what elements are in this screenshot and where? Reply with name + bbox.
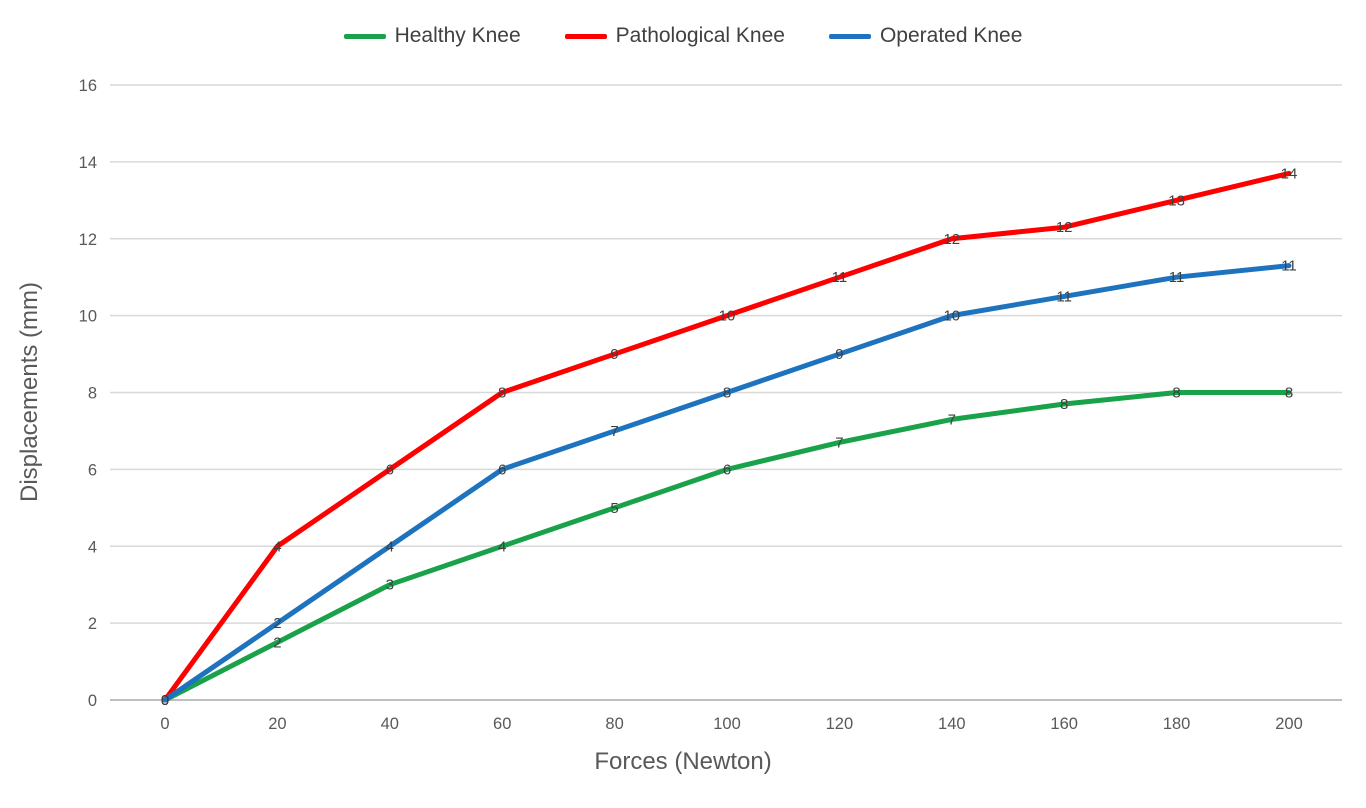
data-label-pathological-knee-x40: 6 (386, 461, 394, 478)
y-tick-label-4: 4 (88, 538, 97, 556)
data-label-operated-knee-x140: 10 (943, 308, 960, 325)
x-tick-label-40: 40 (381, 715, 399, 733)
data-label-pathological-knee-x120: 11 (832, 269, 848, 286)
x-tick-label-160: 160 (1050, 715, 1078, 733)
data-label-healthy-knee-x40: 3 (386, 577, 394, 594)
data-label-pathological-knee-x0: 0 (161, 692, 169, 709)
data-label-healthy-knee-x60: 4 (498, 538, 506, 555)
legend-item-healthy-knee[interactable]: Healthy Knee (343, 24, 521, 48)
data-label-pathological-knee-x200: 14 (1281, 165, 1298, 182)
data-label-pathological-knee-x100: 10 (719, 308, 736, 325)
data-label-healthy-knee-x100: 6 (723, 461, 731, 478)
legend-label-pathological-knee: Pathological Knee (615, 24, 785, 47)
y-tick-label-2: 2 (88, 615, 97, 633)
legend-item-pathological-knee[interactable]: Pathological Knee (564, 24, 785, 48)
x-tick-label-200: 200 (1275, 715, 1303, 733)
data-label-pathological-knee-x140: 12 (943, 231, 960, 248)
data-label-operated-knee-x180: 11 (1169, 269, 1185, 286)
x-tick-label-80: 80 (605, 715, 623, 733)
legend-swatch-operated-knee (828, 33, 871, 39)
y-tick-label-16: 16 (79, 77, 97, 95)
data-label-operated-knee-x60: 6 (498, 461, 506, 478)
data-label-healthy-knee-x120: 7 (835, 434, 843, 451)
series-line-pathological-knee[interactable] (162, 170, 1292, 703)
data-label-healthy-knee-x0: 0 (161, 692, 169, 709)
data-label-healthy-knee-x20: 2 (273, 634, 281, 651)
series-lines (162, 170, 1292, 703)
data-label-operated-knee-x0: 0 (161, 692, 169, 709)
data-label-healthy-knee-x160: 8 (1060, 396, 1068, 413)
data-label-operated-knee-x20: 2 (273, 615, 281, 632)
data-label-operated-knee-x80: 7 (610, 423, 618, 440)
series-line-healthy-knee[interactable] (162, 390, 1292, 703)
y-tick-label-12: 12 (79, 231, 97, 249)
legend-swatch-healthy-knee (343, 33, 386, 39)
y-tick-label-6: 6 (88, 461, 97, 479)
x-tick-label-20: 20 (268, 715, 286, 733)
y-tick-label-14: 14 (79, 154, 97, 172)
legend-label-healthy-knee: Healthy Knee (394, 24, 521, 47)
data-label-healthy-knee-x200: 8 (1285, 385, 1293, 402)
data-label-operated-knee-x200: 11 (1281, 258, 1297, 275)
data-label-operated-knee-x40: 4 (386, 538, 394, 555)
data-label-healthy-knee-x80: 5 (610, 500, 618, 517)
data-label-operated-knee-x100: 8 (723, 385, 731, 402)
data-label-healthy-knee-x140: 7 (948, 411, 956, 428)
series-line-operated-knee[interactable] (162, 263, 1292, 703)
y-axis-title: Displacements (mm) (16, 281, 43, 503)
x-axis-title: Forces (Newton) (594, 748, 772, 775)
x-tick-label-140: 140 (938, 715, 966, 733)
x-tick-label-100: 100 (713, 715, 741, 733)
x-tick-label-0: 0 (160, 715, 169, 733)
data-label-pathological-knee-x160: 12 (1056, 219, 1073, 236)
x-tick-label-180: 180 (1163, 715, 1191, 733)
y-tick-label-10: 10 (79, 308, 97, 326)
data-label-operated-knee-x120: 9 (835, 346, 843, 363)
x-tick-label-60: 60 (493, 715, 511, 733)
legend-swatch-pathological-knee (564, 33, 607, 39)
data-label-pathological-knee-x60: 8 (498, 385, 506, 402)
data-label-healthy-knee-x180: 8 (1172, 385, 1180, 402)
data-label-pathological-knee-x20: 4 (273, 538, 281, 555)
x-tick-label-120: 120 (826, 715, 854, 733)
y-tick-label-8: 8 (88, 385, 97, 403)
data-label-pathological-knee-x80: 9 (610, 346, 618, 363)
chart-legend: Healthy Knee Pathological Knee Operated … (0, 24, 1366, 48)
legend-label-operated-knee: Operated Knee (879, 24, 1023, 47)
y-tick-label-0: 0 (88, 692, 97, 710)
data-label-pathological-knee-x180: 13 (1168, 192, 1185, 209)
data-label-operated-knee-x160: 11 (1056, 288, 1072, 305)
legend-item-operated-knee[interactable]: Operated Knee (828, 24, 1023, 48)
